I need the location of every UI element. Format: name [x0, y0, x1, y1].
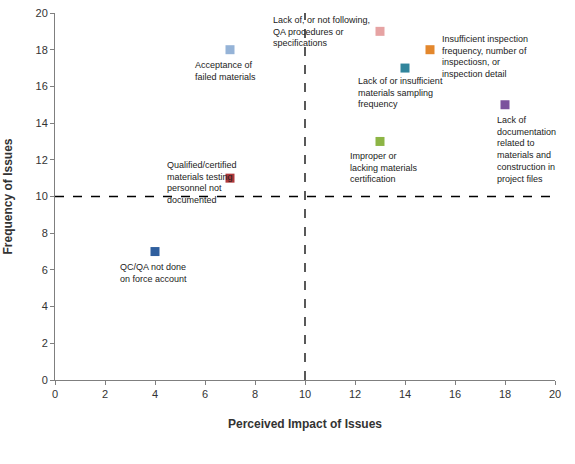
svg-text:6: 6 — [202, 388, 208, 400]
svg-text:16: 16 — [36, 80, 48, 92]
svg-text:6: 6 — [42, 264, 48, 276]
svg-text:Lack of, or not following,QA p: Lack of, or not following,QA procedures … — [273, 15, 370, 48]
svg-text:8: 8 — [42, 227, 48, 239]
svg-text:Perceived Impact of Issues: Perceived Impact of Issues — [228, 417, 382, 431]
svg-text:4: 4 — [42, 300, 48, 312]
svg-text:Insufficient inspectionfrequen: Insufficient inspectionfrequency, number… — [442, 34, 528, 79]
svg-text:Lack of or insufficientmateria: Lack of or insufficientmaterials samplin… — [358, 76, 443, 109]
svg-text:10: 10 — [299, 388, 311, 400]
svg-text:Improper orlacking materialsce: Improper orlacking materialscertificatio… — [350, 151, 418, 184]
svg-text:20: 20 — [549, 388, 561, 400]
svg-text:18: 18 — [499, 388, 511, 400]
svg-text:Lack ofdocumentationrelated to: Lack ofdocumentationrelated tomaterials … — [497, 115, 556, 184]
svg-text:Qualified/certifiedmaterials t: Qualified/certifiedmaterials testingpers… — [167, 160, 237, 205]
svg-text:14: 14 — [399, 388, 411, 400]
svg-text:8: 8 — [252, 388, 258, 400]
svg-text:QC/QA not doneon force account: QC/QA not doneon force account — [120, 262, 187, 284]
svg-text:20: 20 — [36, 7, 48, 19]
svg-text:0: 0 — [42, 374, 48, 386]
svg-text:12: 12 — [349, 388, 361, 400]
svg-text:0: 0 — [52, 388, 58, 400]
svg-text:2: 2 — [102, 388, 108, 400]
svg-text:14: 14 — [36, 117, 48, 129]
svg-text:2: 2 — [42, 337, 48, 349]
svg-text:4: 4 — [152, 388, 158, 400]
svg-text:18: 18 — [36, 44, 48, 56]
svg-text:Frequency of Issues: Frequency of Issues — [1, 138, 15, 254]
svg-text:16: 16 — [449, 388, 461, 400]
svg-text:10: 10 — [36, 190, 48, 202]
svg-text:Acceptance offailed materials: Acceptance offailed materials — [195, 60, 256, 82]
svg-text:12: 12 — [36, 154, 48, 166]
